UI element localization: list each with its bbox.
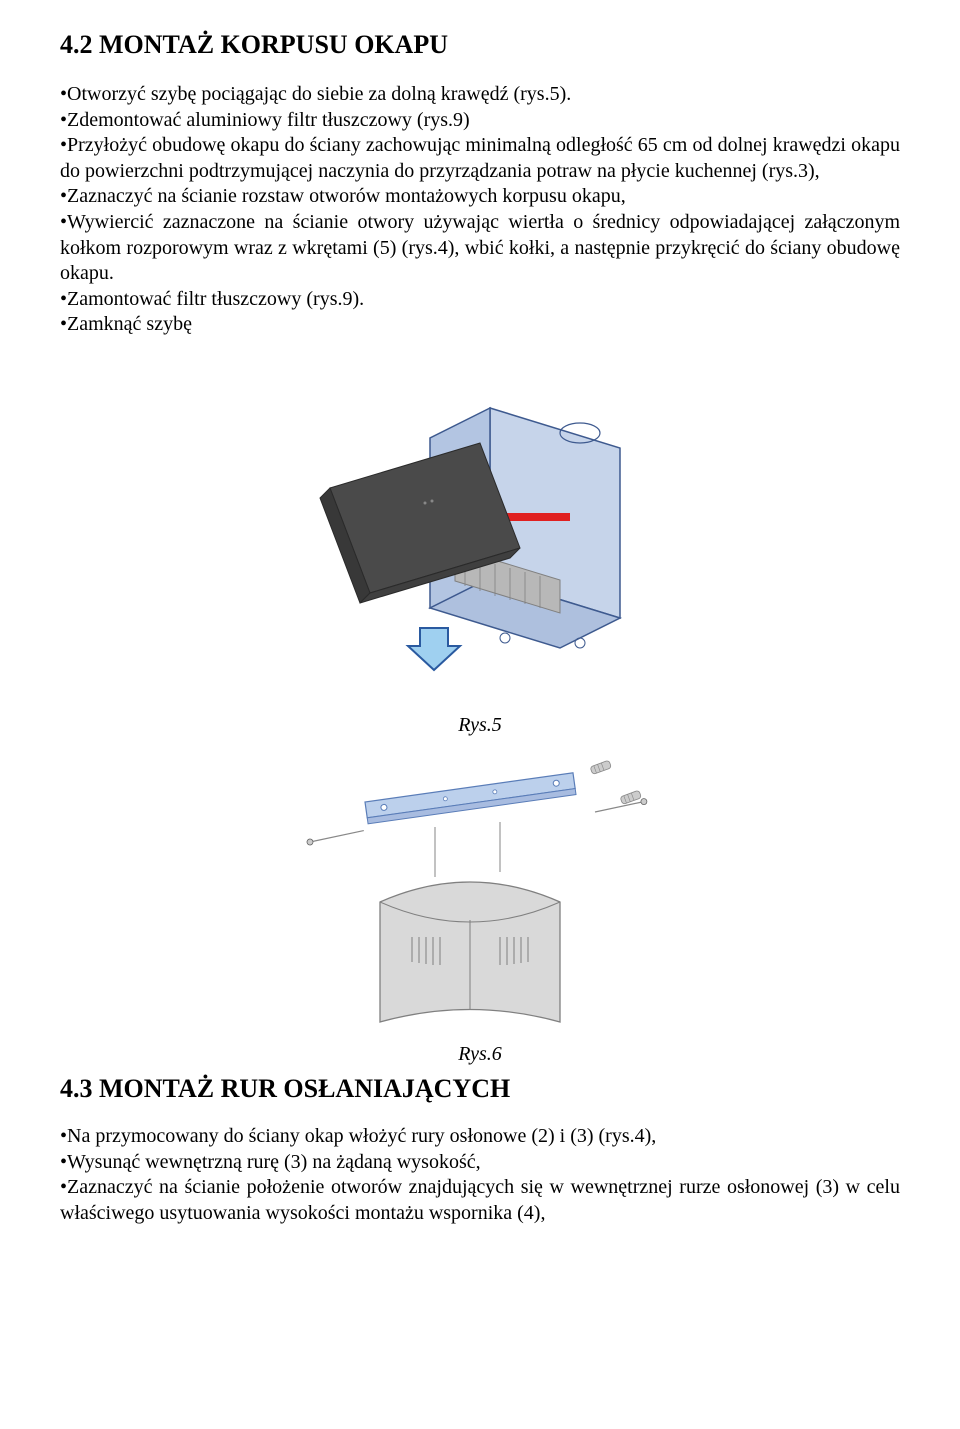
figure-5-caption: Rys.5 (60, 714, 900, 737)
section-heading-4-2: 4.2 MONTAŻ KORPUSU OKAPU (60, 30, 900, 60)
figure-6-caption: Rys.6 (60, 1043, 900, 1066)
bullet-item: •Wysunąć wewnętrzną rurę (3) na żądaną w… (60, 1150, 900, 1176)
bullet-item: •Przyłożyć obudowę okapu do ściany zacho… (60, 133, 900, 184)
bullet-item: •Otworzyć szybę pociągając do siebie za … (60, 82, 900, 108)
bullet-item: •Zamknąć szybę (60, 312, 900, 338)
hood-diagram-icon (260, 348, 700, 708)
figure-6: Rys.6 (60, 747, 900, 1066)
bullet-item: •Zaznaczyć na ścianie położenie otworów … (60, 1175, 900, 1226)
bullet-item: •Zaznaczyć na ścianie rozstaw otworów mo… (60, 184, 900, 210)
figure-5: Rys.5 (60, 348, 900, 737)
bullet-list-1: •Otworzyć szybę pociągając do siebie za … (60, 82, 900, 338)
bullet-item: •Zamontować filtr tłuszczowy (rys.9). (60, 287, 900, 313)
bullet-item: •Wywiercić zaznaczone na ścianie otwory … (60, 210, 900, 287)
bullet-item: •Na przymocowany do ściany okap włożyć r… (60, 1124, 900, 1150)
section-heading-4-3: 4.3 MONTAŻ RUR OSŁANIAJĄCYCH (60, 1074, 900, 1104)
bracket-diagram-icon (270, 747, 690, 1037)
bullet-item: •Zdemontować aluminiowy filtr tłuszczowy… (60, 108, 900, 134)
bullet-list-2: •Na przymocowany do ściany okap włożyć r… (60, 1124, 900, 1226)
